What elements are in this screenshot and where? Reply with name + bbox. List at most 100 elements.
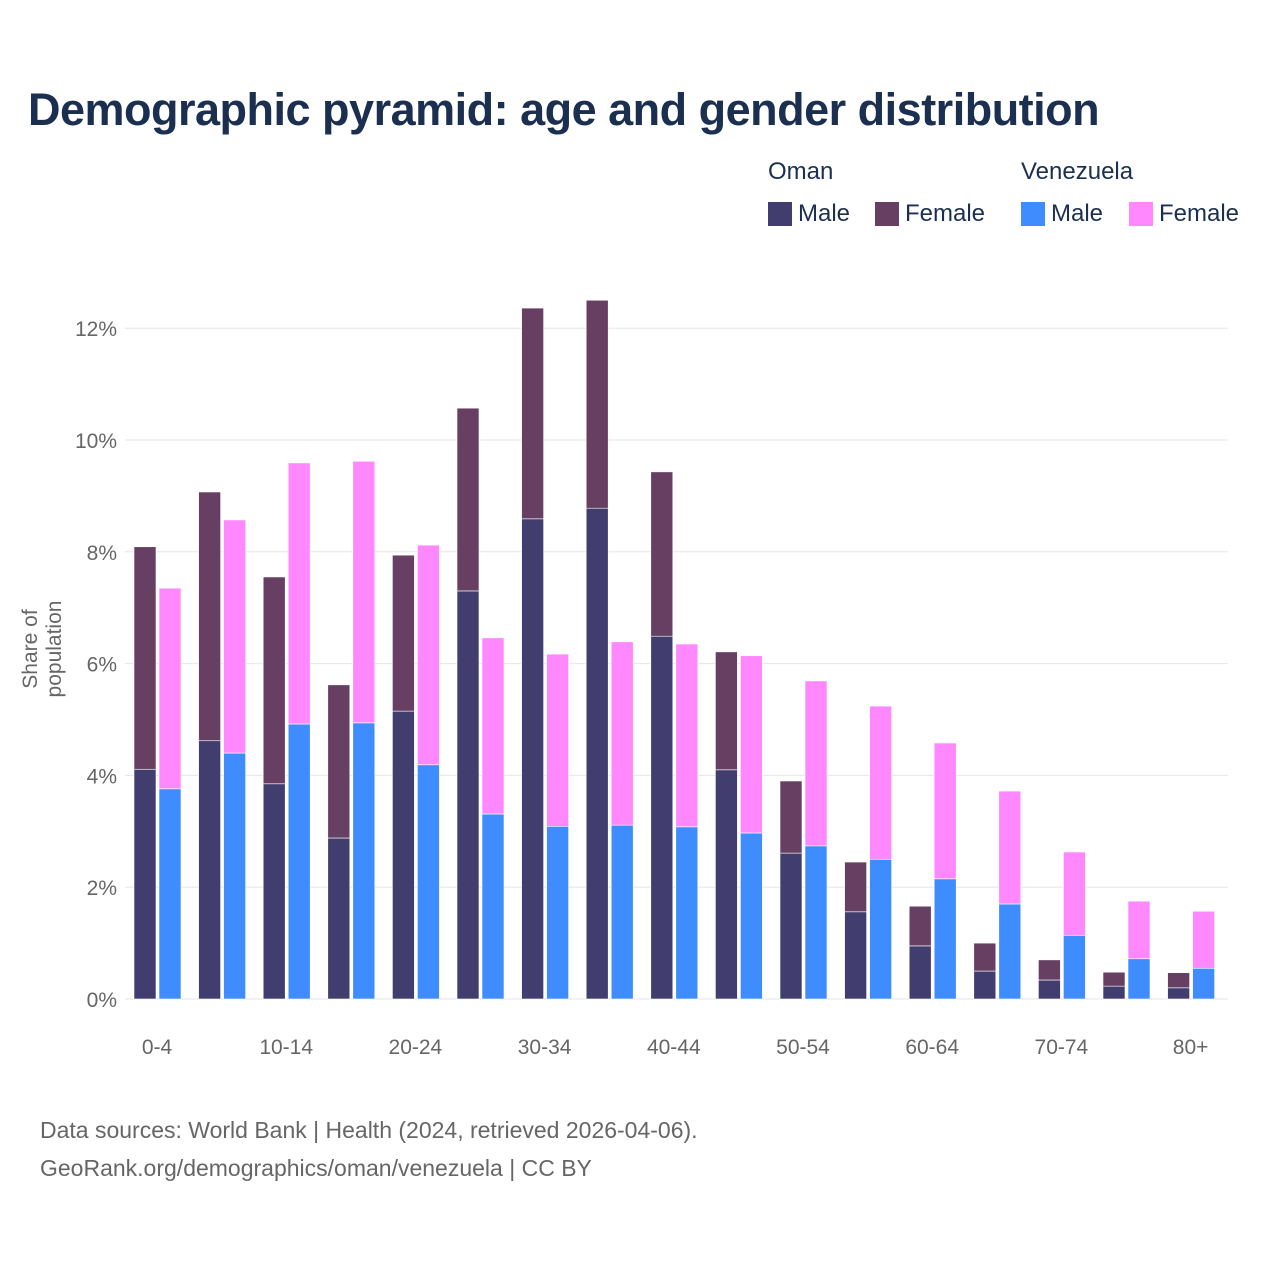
legend-label: Male: [798, 200, 851, 227]
bar-oman-male[interactable]: [585, 507, 609, 1000]
bar-oman-male[interactable]: [521, 518, 544, 1000]
legend-venezuela-female[interactable]: Female: [1129, 200, 1239, 228]
bar-oman-female[interactable]: [1102, 971, 1126, 987]
bar-venezuela-male[interactable]: [417, 764, 440, 1000]
x-tick-label: 10-14: [259, 1036, 313, 1059]
bar-oman-male[interactable]: [133, 768, 157, 1000]
bar-oman-male[interactable]: [327, 837, 351, 1000]
y-tick-label: 10%: [75, 430, 117, 453]
y-tick-label: 2%: [87, 877, 117, 900]
bar-oman-female[interactable]: [327, 684, 351, 839]
x-tick-label: 0-4: [142, 1036, 173, 1059]
bar-venezuela-male[interactable]: [287, 723, 311, 1000]
source-link[interactable]: GeoRank.org/demographics/oman/venezuela …: [40, 1155, 592, 1181]
bar-oman-male[interactable]: [715, 769, 738, 1000]
bar-venezuela-female[interactable]: [546, 653, 569, 827]
x-tick-label: 70-74: [1035, 1036, 1089, 1059]
bar-venezuela-female[interactable]: [1127, 900, 1151, 960]
source-note: Data sources: World Bank | Health (2024,…: [40, 1117, 698, 1143]
bar-oman-female[interactable]: [521, 307, 544, 520]
bar-venezuela-male[interactable]: [1063, 934, 1086, 1000]
bar-venezuela-male[interactable]: [998, 903, 1022, 1000]
bar-oman-female[interactable]: [908, 905, 932, 947]
bar-venezuela-female[interactable]: [740, 655, 763, 834]
bar-venezuela-female[interactable]: [223, 519, 246, 754]
bar-oman-female[interactable]: [456, 407, 480, 592]
bar-oman-female[interactable]: [262, 576, 286, 785]
legend-swatch: [1021, 202, 1045, 226]
legend-label: Male: [1051, 200, 1104, 227]
legend-group-venezuela: Venezuela: [1021, 158, 1134, 185]
bar-oman-female[interactable]: [844, 861, 867, 913]
bar-venezuela-male[interactable]: [158, 788, 182, 1000]
legend-label: Female: [1159, 200, 1240, 227]
bar-oman-male[interactable]: [973, 970, 997, 1000]
bar-venezuela-female[interactable]: [352, 460, 376, 724]
bar-venezuela-female[interactable]: [287, 462, 311, 725]
bar-venezuela-male[interactable]: [675, 826, 699, 1000]
bar-venezuela-female[interactable]: [1192, 910, 1215, 969]
y-tick-label: 6%: [87, 654, 117, 677]
x-tick-label: 30-34: [518, 1036, 572, 1059]
bar-oman-male[interactable]: [779, 852, 803, 1000]
bar-oman-male[interactable]: [1167, 987, 1190, 1000]
bar-oman-female[interactable]: [1038, 959, 1061, 981]
bar-venezuela-male[interactable]: [1192, 967, 1215, 1000]
bar-venezuela-male[interactable]: [869, 858, 892, 1000]
x-tick-label: 60-64: [905, 1036, 959, 1059]
bar-venezuela-female[interactable]: [675, 643, 699, 828]
x-tick-label: 20-24: [389, 1036, 443, 1059]
legend-swatch: [768, 202, 792, 226]
legend-swatch: [1129, 202, 1153, 226]
bar-oman-male[interactable]: [262, 783, 286, 1000]
bar-venezuela-male[interactable]: [804, 845, 828, 1000]
bar-oman-male[interactable]: [844, 911, 867, 1000]
bar-venezuela-female[interactable]: [1063, 851, 1086, 936]
bar-oman-female[interactable]: [973, 942, 997, 972]
bar-oman-male[interactable]: [1038, 979, 1061, 1000]
bar-oman-female[interactable]: [1167, 972, 1190, 989]
bar-venezuela-female[interactable]: [417, 544, 440, 766]
bar-oman-female[interactable]: [133, 546, 157, 770]
bar-oman-male[interactable]: [392, 710, 415, 1000]
y-tick-label: 0%: [87, 989, 117, 1012]
legend-group-oman: Oman: [768, 158, 834, 185]
legend-swatch: [875, 202, 899, 226]
x-tick-label: 50-54: [776, 1036, 830, 1059]
bar-venezuela-female[interactable]: [481, 637, 505, 815]
bar-venezuela-female[interactable]: [158, 587, 182, 790]
bar-oman-male[interactable]: [1102, 985, 1126, 1000]
bar-venezuela-female[interactable]: [998, 790, 1022, 905]
bar-oman-male[interactable]: [908, 945, 932, 1000]
bar-venezuela-female[interactable]: [804, 680, 828, 847]
bar-venezuela-male[interactable]: [933, 878, 957, 1000]
bar-venezuela-male[interactable]: [1127, 958, 1151, 1000]
bar-venezuela-male[interactable]: [546, 825, 569, 1000]
bar-oman-male[interactable]: [198, 740, 221, 1000]
bar-oman-female[interactable]: [779, 780, 803, 854]
legend-label: Female: [905, 200, 986, 227]
bar-venezuela-female[interactable]: [933, 742, 957, 880]
bar-oman-female[interactable]: [715, 651, 738, 771]
bar-oman-male[interactable]: [456, 590, 480, 1000]
x-tick-label: 80+: [1173, 1036, 1209, 1059]
legend-oman-male[interactable]: Male: [768, 200, 850, 228]
bar-oman-female[interactable]: [392, 554, 415, 712]
bar-oman-male[interactable]: [650, 635, 674, 1000]
bar-venezuela-female[interactable]: [610, 641, 634, 826]
bar-venezuela-female[interactable]: [869, 705, 892, 860]
bar-venezuela-male[interactable]: [352, 722, 376, 1000]
bar-oman-female[interactable]: [585, 299, 609, 509]
bar-oman-female[interactable]: [650, 471, 674, 637]
x-tick-label: 40-44: [647, 1036, 701, 1059]
bar-venezuela-male[interactable]: [481, 813, 505, 1000]
legend-oman-female[interactable]: Female: [875, 200, 985, 228]
legend-venezuela-male[interactable]: Male: [1021, 200, 1103, 228]
bar-venezuela-male[interactable]: [610, 824, 634, 1000]
bar-venezuela-male[interactable]: [740, 832, 763, 1000]
y-tick-label: 8%: [87, 542, 117, 565]
bar-oman-female[interactable]: [198, 491, 221, 742]
bar-venezuela-male[interactable]: [223, 752, 246, 1000]
